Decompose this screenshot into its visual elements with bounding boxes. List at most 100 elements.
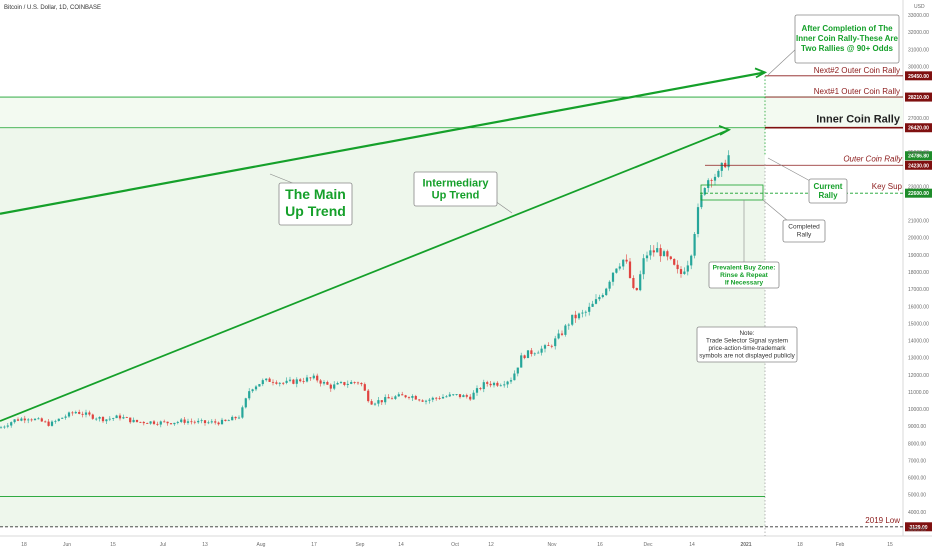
x-tick-17: Feb (836, 542, 845, 548)
candle-86 (292, 378, 295, 385)
y-tick-9000: 9000.00 (908, 424, 926, 430)
candle-26 (88, 410, 91, 417)
y-tick-20000: 20000.00 (908, 236, 929, 242)
svg-text:price-action-time-trademark: price-action-time-trademark (709, 345, 787, 352)
candle-178 (605, 287, 608, 296)
candle-88 (299, 378, 302, 383)
candle-40 (135, 419, 139, 423)
candle-105 (356, 381, 360, 385)
candles (0, 150, 730, 429)
candle-99 (336, 381, 339, 385)
y-tick-3000: 3000.00 (908, 527, 926, 533)
level-outer-coin-rally-label: Outer Coin Rally (843, 154, 903, 163)
candle-54 (183, 416, 186, 425)
candle-140 (475, 385, 479, 396)
top-note-pointer (767, 47, 798, 76)
x-tick-10: 12 (488, 542, 494, 548)
candle-34 (115, 414, 118, 419)
candle-177 (601, 293, 604, 299)
level-key-sup-label: Key Sup (872, 182, 903, 191)
svg-text:Up Trend: Up Trend (285, 203, 346, 219)
candle-114 (387, 394, 390, 399)
candle-50 (169, 422, 173, 425)
candle-63 (214, 418, 217, 425)
candle-18 (61, 417, 64, 419)
candle-113 (384, 394, 387, 405)
candle-65 (220, 417, 224, 425)
candle-35 (118, 413, 122, 421)
candle-15 (50, 420, 54, 427)
x-tick-3: Jul (160, 542, 166, 548)
candle-24 (81, 411, 84, 418)
candle-3 (10, 421, 13, 428)
candle-16 (54, 419, 57, 424)
candle-60 (203, 420, 207, 426)
y-tick-6000: 6000.00 (908, 476, 926, 482)
level-outer-coin-rally-badge: 24230.00 (905, 160, 932, 170)
candle-37 (125, 416, 128, 418)
candle-42 (142, 421, 145, 426)
y-tick-32000: 32000.00 (908, 30, 929, 36)
candle-28 (95, 417, 98, 421)
candle-116 (394, 395, 397, 400)
candle-172 (584, 310, 587, 317)
candle-76 (258, 384, 261, 387)
svg-text:Prevalent Buy Zone:: Prevalent Buy Zone: (713, 264, 776, 271)
svg-text:Trade Selector Signal system: Trade Selector Signal system (706, 337, 788, 344)
candle-173 (588, 302, 591, 316)
candle-27 (91, 413, 94, 420)
candle-189 (642, 254, 645, 280)
candle-122 (414, 394, 417, 400)
svg-text:Completed: Completed (788, 224, 820, 231)
candle-61 (207, 420, 210, 425)
candle-103 (350, 380, 353, 385)
candle-126 (428, 398, 431, 404)
candle-107 (363, 382, 366, 391)
candle-136 (462, 394, 465, 398)
intermediary-up-trend-line (0, 128, 730, 422)
candle-154 (523, 354, 526, 360)
candle-46 (156, 421, 159, 426)
y-tick-10000: 10000.00 (908, 407, 929, 413)
x-tick-2: 15 (110, 542, 116, 548)
candle-203 (690, 254, 693, 270)
current-rally-pointer (767, 157, 813, 183)
candle-6 (20, 417, 23, 422)
x-tick-1: Jun (63, 542, 71, 548)
candle-111 (377, 397, 380, 407)
intermediary-up-trend-line-arrow (718, 124, 732, 136)
candle-23 (78, 409, 81, 415)
candle-188 (639, 270, 642, 292)
candle-82 (278, 382, 281, 387)
svg-text:24230.00: 24230.00 (908, 163, 929, 169)
x-tick-12: 16 (597, 542, 603, 548)
candle-92 (312, 373, 315, 380)
candle-62 (210, 419, 213, 424)
candle-81 (275, 380, 278, 385)
candle-211 (717, 169, 720, 178)
chart-title: Bitcoin / U.S. Dollar, 1D, COINBASE (4, 5, 101, 11)
candle-106 (360, 382, 363, 387)
candle-66 (224, 419, 227, 422)
candle-131 (445, 394, 448, 398)
candle-207 (703, 187, 706, 196)
candle-20 (67, 411, 71, 418)
svg-text:3129.00: 3129.00 (909, 525, 927, 531)
svg-text:After Completion of The: After Completion of The (801, 24, 893, 33)
candle-174 (591, 300, 594, 308)
y-tick-7000: 7000.00 (908, 458, 926, 464)
candle-94 (319, 379, 322, 387)
level-next-1-outer-coin-rally-badge: 28210.00 (905, 92, 932, 102)
candle-9 (30, 418, 33, 422)
y-tick-12000: 12000.00 (908, 373, 929, 379)
candle-170 (577, 312, 581, 320)
candle-146 (496, 381, 499, 388)
candle-29 (98, 416, 101, 422)
candle-109 (370, 399, 373, 405)
candle-199 (676, 260, 679, 274)
candle-97 (329, 383, 332, 392)
